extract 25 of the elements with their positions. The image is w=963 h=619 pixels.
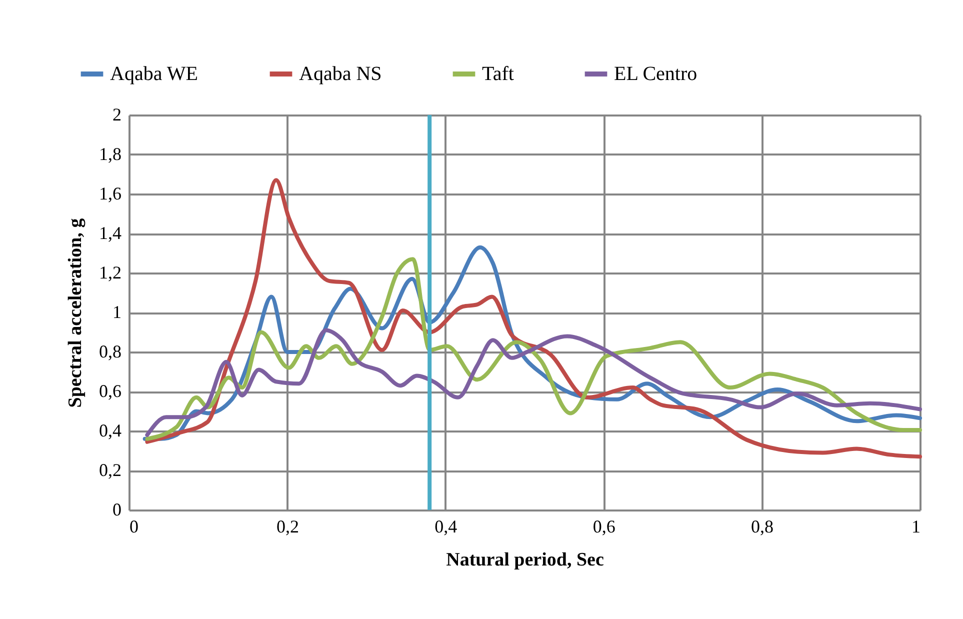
- x-axis-title: Natural period, Sec: [446, 550, 604, 570]
- x-tick-label: 0,2: [276, 516, 299, 536]
- x-tick-label: 0,4: [434, 516, 458, 536]
- x-tick-label: 0,6: [592, 516, 616, 536]
- y-tick-label: 0,2: [99, 460, 122, 480]
- y-tick-label: 1: [112, 302, 122, 322]
- line-series: [145, 328, 922, 437]
- y-tick-label: 1,2: [99, 262, 122, 282]
- x-tick-label: 1: [912, 516, 920, 536]
- legend-label: EL Centro: [614, 63, 698, 85]
- y-tick-label: 1,6: [99, 184, 122, 204]
- x-tick-label: 0,8: [751, 516, 774, 536]
- y-tick-label: 1,8: [99, 144, 122, 164]
- y-axis-title: Spectral acceleration, g: [65, 218, 86, 408]
- y-tick-label: 0,6: [99, 381, 122, 401]
- legend-label: Aqaba WE: [110, 63, 198, 85]
- legend-label: Taft: [482, 63, 514, 85]
- legend-label: Aqaba NS: [299, 63, 382, 85]
- y-tick-label: 2: [112, 104, 122, 124]
- y-tick-label: 0,8: [99, 342, 122, 362]
- line-series: [145, 178, 922, 459]
- y-tick-label: 0: [112, 500, 122, 520]
- y-tick-label: 0,4: [99, 420, 122, 440]
- x-tick-label: 0: [130, 516, 138, 536]
- y-tick-label: 1,4: [99, 223, 122, 243]
